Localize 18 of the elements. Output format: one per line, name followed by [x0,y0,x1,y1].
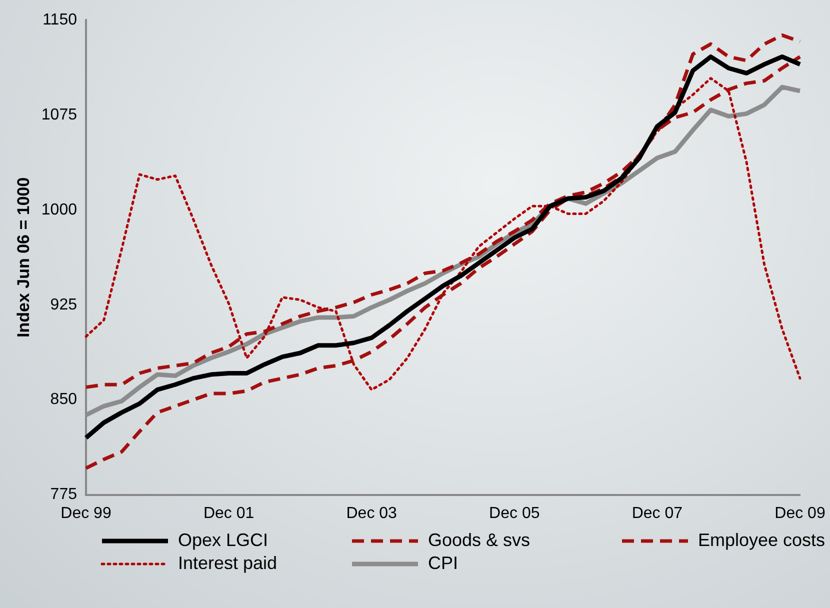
x-tick-label: Dec 99 [60,504,112,522]
legend-label: CPI [428,553,458,574]
y-tick-label: 1000 [41,201,78,218]
x-tick-label: Dec 07 [632,504,683,522]
legend-label: Goods & svs [428,530,530,551]
y-tick-label: 1075 [41,106,78,124]
legend-label: Opex LGCI [178,530,268,551]
y-tick-label: 775 [50,486,78,504]
x-tick-label: Dec 09 [774,504,826,522]
legend-label: Interest paid [178,553,278,574]
y-axis-title: Index Jun 06 = 1000 [14,177,33,338]
x-tick-label: Dec 03 [346,504,398,522]
y-tick-label: 850 [50,391,78,408]
y-tick-label: 1150 [42,11,78,28]
x-tick-label: Dec 01 [203,504,254,522]
y-tick-label: 925 [50,296,78,314]
legend-label: Employee costs [698,530,826,551]
x-tick-label: Dec 05 [489,504,540,522]
